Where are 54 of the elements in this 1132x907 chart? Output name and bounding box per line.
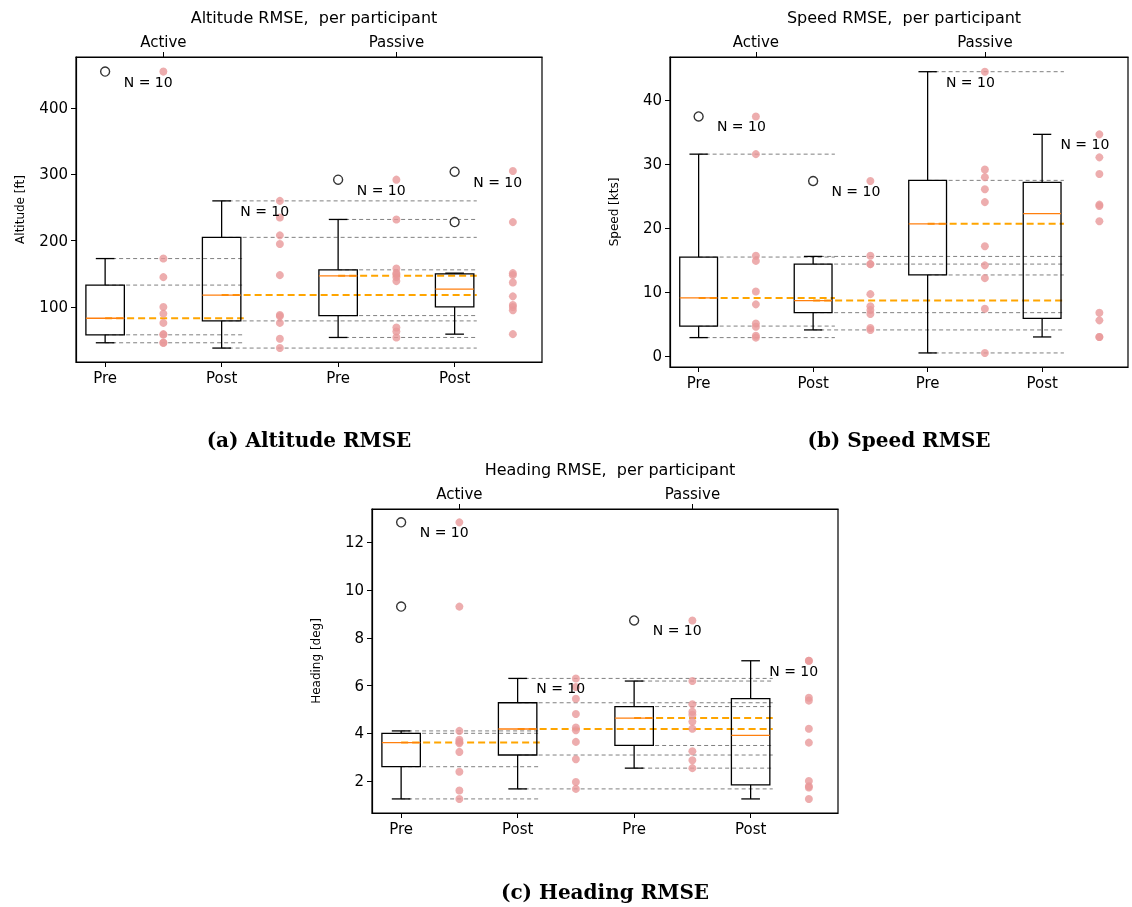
text: Passive	[957, 32, 1013, 51]
y-tick-label: 12	[344, 533, 364, 552]
y-tick-label: 300	[39, 165, 68, 184]
y-tick-label: 400	[39, 99, 68, 118]
y-axis-title: Heading [deg]	[309, 618, 323, 704]
x-tick-label: Pre	[915, 373, 940, 392]
annotation: N = 10	[419, 524, 469, 541]
x-tick-label: Post	[734, 819, 767, 838]
x-tick-label: Pre	[389, 819, 414, 838]
text: (c) Heading RMSE	[500, 880, 710, 904]
y-tick-label: 20	[642, 219, 662, 238]
y-tick-label: 10	[642, 283, 662, 302]
annotation: N = 10	[536, 680, 586, 697]
x-tick-label: Post	[797, 373, 829, 392]
text: Active	[732, 32, 780, 51]
text: (a) Altitude RMSE	[206, 428, 412, 452]
chart-title: Altitude RMSE, per participant	[190, 7, 438, 27]
x-tick-label: Post	[501, 819, 534, 838]
annotation: N = 10	[831, 183, 881, 199]
text: Passive	[368, 32, 425, 51]
x-tick-label: Post	[1026, 373, 1058, 392]
x-tick-label: Post	[438, 368, 471, 387]
text: Active	[436, 484, 483, 503]
annotation: N = 10	[652, 622, 702, 639]
text: Passive	[664, 484, 721, 503]
annotation: N = 10	[473, 173, 523, 190]
chart-title: Speed RMSE, per participant	[786, 7, 1022, 27]
y-tick-label: 8	[354, 628, 364, 647]
annotation: N = 10	[716, 118, 766, 135]
x-tick-label: Pre	[686, 373, 711, 392]
y-tick-label: 200	[39, 231, 68, 250]
annotation: N = 10	[945, 73, 995, 90]
y-tick-label: 10	[344, 581, 364, 600]
y-tick-label: 4	[354, 724, 364, 743]
x-tick-label: Pre	[93, 368, 118, 387]
x-tick-label: Pre	[326, 368, 351, 387]
y-tick-label: 0	[652, 347, 662, 366]
text: Active	[140, 32, 187, 51]
annotation: N = 10	[240, 202, 290, 219]
text: (b) Speed RMSE	[807, 428, 991, 452]
y-tick-label: 30	[642, 155, 662, 174]
annotation: N = 10	[769, 662, 819, 679]
y-tick-label: 6	[354, 676, 364, 695]
chart-title: Heading RMSE, per participant	[484, 459, 736, 479]
y-axis-title: Altitude [ft]	[13, 175, 27, 244]
x-tick-label: Post	[205, 368, 238, 387]
annotation: N = 10	[123, 73, 173, 90]
y-tick-label: 40	[642, 91, 662, 110]
y-tick-label: 2	[354, 772, 364, 791]
annotation: N = 10	[356, 181, 406, 198]
y-tick-label: 100	[39, 297, 68, 316]
annotation: N = 10	[1060, 136, 1110, 153]
x-tick-label: Pre	[622, 819, 647, 838]
y-axis-title: Speed [kts]	[607, 177, 621, 247]
